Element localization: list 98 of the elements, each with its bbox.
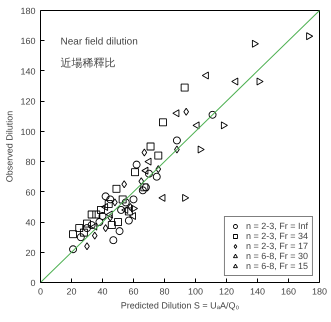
point (198, 146, 205, 154)
point (97, 206, 105, 214)
point (107, 214, 114, 222)
point (138, 177, 144, 186)
point (98, 212, 106, 220)
y-tick-label: 160 (20, 36, 36, 46)
point (183, 108, 189, 116)
point (112, 184, 120, 193)
point (84, 242, 90, 250)
point (128, 202, 134, 211)
point (104, 200, 113, 208)
x-axis-title: Predicted Dilution S = UₐA/Q₀ (120, 300, 240, 310)
point (88, 221, 96, 230)
legend-label: n = 2-3, Fr = Inf (246, 221, 308, 231)
point (158, 194, 166, 202)
point (121, 180, 127, 188)
x-tick-label: 80 (159, 286, 170, 296)
x-tick-label: 0 (38, 286, 44, 296)
point (108, 221, 116, 230)
point (159, 118, 167, 126)
point (131, 168, 139, 176)
point (141, 166, 148, 175)
point (117, 206, 126, 214)
point (116, 227, 124, 236)
point (75, 224, 84, 232)
legend-label: n = 6-8, Fr = 15 (246, 261, 308, 271)
x-tick-label: 20 (66, 286, 77, 296)
point (132, 160, 141, 169)
point (252, 40, 259, 48)
point (109, 236, 118, 244)
point (90, 222, 98, 231)
x-tick-label: 40 (97, 286, 108, 296)
point (156, 165, 162, 174)
point (154, 152, 162, 160)
legend-label: n = 2-3, Fr = 34 (246, 231, 308, 241)
point (146, 142, 154, 150)
point (106, 195, 114, 204)
annotation: Near field dilution (60, 36, 138, 48)
point (92, 232, 98, 240)
point (208, 110, 216, 119)
point (131, 204, 138, 212)
point (306, 32, 314, 40)
x-tick-label: 60 (128, 286, 139, 296)
point (256, 78, 264, 86)
y-tick-label: 40 (25, 218, 36, 228)
point (122, 198, 130, 206)
point (129, 212, 136, 220)
x-tick-label: 180 (312, 286, 328, 296)
point (106, 210, 113, 218)
point (102, 192, 110, 200)
point (95, 218, 104, 226)
point (192, 121, 200, 130)
point (145, 170, 153, 178)
point (202, 72, 209, 80)
annotation: 近場稀釋比 (60, 56, 116, 70)
point (83, 220, 91, 228)
point (102, 224, 108, 232)
point (138, 186, 147, 194)
x-tick-label: 120 (218, 286, 234, 296)
legend-label: n = 6-8, Fr = 30 (246, 251, 308, 261)
y-tick-label: 20 (25, 248, 36, 258)
point (76, 233, 85, 242)
point (172, 109, 180, 118)
point (121, 206, 128, 214)
point (101, 202, 108, 211)
y-tick-label: 100 (20, 126, 36, 137)
point (172, 136, 181, 144)
point (124, 216, 133, 224)
y-tick-label: 0 (30, 278, 36, 288)
point (144, 158, 152, 166)
point (130, 195, 138, 204)
point (112, 198, 118, 206)
point (180, 84, 189, 92)
y-tick-label: 140 (20, 66, 36, 76)
point (114, 218, 122, 226)
y-tick-label: 80 (25, 157, 36, 168)
point (80, 228, 88, 237)
point (182, 194, 190, 202)
y-tick-label: 180 (20, 6, 36, 16)
point (118, 195, 127, 204)
x-tick-label: 140 (250, 286, 266, 296)
legend-label: n = 2-3, Fr = 17 (246, 241, 308, 251)
point (83, 224, 91, 232)
y-tick-label: 60 (25, 187, 36, 198)
point (142, 148, 148, 156)
point (69, 230, 77, 238)
point (69, 245, 77, 254)
point (220, 121, 228, 130)
y-tick-label: 120 (20, 96, 36, 107)
x-tick-label: 100 (188, 286, 204, 296)
point (124, 208, 133, 216)
y-axis-title: Observed Dilution (4, 110, 14, 182)
point (231, 78, 238, 86)
x-tick-label: 160 (280, 286, 296, 296)
point (92, 210, 100, 218)
point (152, 172, 161, 181)
point (88, 210, 96, 218)
point (174, 146, 180, 154)
